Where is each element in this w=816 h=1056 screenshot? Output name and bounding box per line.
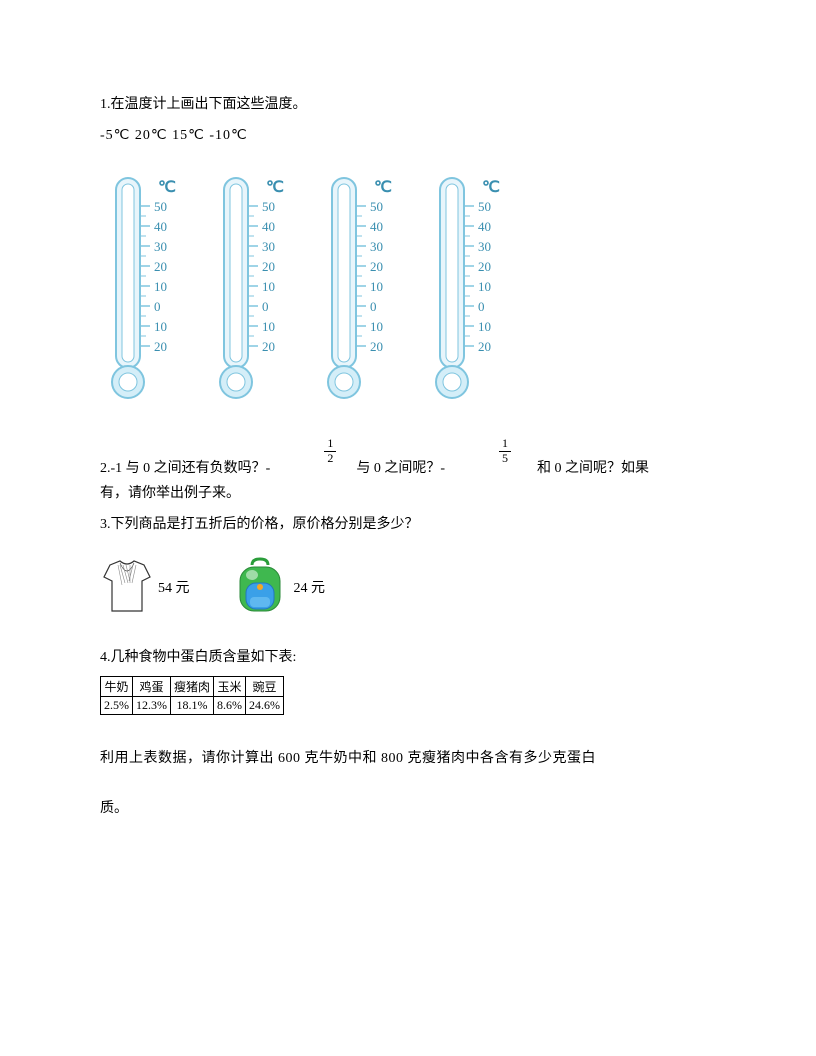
protein-table: 牛奶鸡蛋瘦猪肉玉米豌豆 2.5%12.3%18.1%8.6%24.6% — [100, 676, 284, 715]
table-value-cell: 18.1% — [171, 697, 214, 715]
table-header-cell: 牛奶 — [101, 677, 133, 697]
svg-text:0: 0 — [370, 299, 377, 314]
q1-text: 1.在温度计上画出下面这些温度。 — [100, 92, 716, 117]
q2-line1: 2.-1 与 0 之间还有负数吗？- 1 2 与 0 之间呢？- 1 5 和 0… — [100, 449, 716, 476]
svg-text:0: 0 — [154, 299, 161, 314]
svg-text:20: 20 — [478, 339, 491, 354]
q2-pre: 2.-1 与 0 之间还有负数吗？- — [100, 457, 270, 477]
svg-text:10: 10 — [478, 279, 491, 294]
shirt-icon — [100, 559, 154, 615]
svg-text:50: 50 — [370, 199, 383, 214]
q4-body-line1: 利用上表数据，请你计算出 600 克牛奶中和 800 克瘦猪肉中各含有多少克蛋白 — [100, 739, 716, 778]
svg-text:10: 10 — [370, 319, 383, 334]
frac2-num: 1 — [499, 437, 511, 451]
svg-text:10: 10 — [262, 319, 275, 334]
thermometer: ℃ 50 40 30 20 10 0 10 20 — [316, 172, 404, 409]
frac1-num: 1 — [324, 437, 336, 451]
thermometer-row: ℃ 50 40 30 20 10 0 10 20 ℃ 50 40 30 20 10 0 10 20 ℃ 50 40 30 2… — [100, 172, 716, 409]
q2-mid1: 与 0 之间呢？- — [356, 457, 445, 477]
svg-text:40: 40 — [478, 219, 491, 234]
svg-text:20: 20 — [262, 259, 275, 274]
svg-text:30: 30 — [478, 239, 491, 254]
svg-text:20: 20 — [370, 339, 383, 354]
table-header-cell: 豌豆 — [246, 677, 284, 697]
svg-text:50: 50 — [154, 199, 167, 214]
svg-text:℃: ℃ — [158, 179, 176, 196]
svg-text:40: 40 — [370, 219, 383, 234]
fraction-1-2: 1 2 — [324, 437, 336, 464]
q1-temperatures: -5℃ 20℃ 15℃ -10℃ — [100, 123, 716, 148]
product-row: 54 元 24 元 — [100, 557, 716, 617]
svg-text:10: 10 — [154, 279, 167, 294]
svg-text:30: 30 — [370, 239, 383, 254]
backpack-icon — [230, 557, 290, 617]
svg-text:℃: ℃ — [482, 179, 500, 196]
svg-text:20: 20 — [370, 259, 383, 274]
product-shirt: 54 元 — [100, 559, 190, 615]
svg-text:10: 10 — [262, 279, 275, 294]
table-row: 牛奶鸡蛋瘦猪肉玉米豌豆 — [101, 677, 284, 697]
q4-title: 4.几种食物中蛋白质含量如下表: — [100, 645, 716, 670]
svg-text:℃: ℃ — [266, 179, 284, 196]
q2-mid2: 和 0 之间呢？如果 — [537, 457, 649, 477]
svg-text:0: 0 — [262, 299, 269, 314]
table-value-cell: 12.3% — [133, 697, 171, 715]
svg-text:30: 30 — [262, 239, 275, 254]
bag-price: 24 元 — [294, 577, 326, 597]
svg-text:0: 0 — [478, 299, 485, 314]
svg-text:20: 20 — [154, 339, 167, 354]
svg-text:10: 10 — [154, 319, 167, 334]
thermometer: ℃ 50 40 30 20 10 0 10 20 — [424, 172, 512, 409]
q4-body-line2: 质。 — [100, 789, 716, 828]
fraction-1-5: 1 5 — [499, 437, 511, 464]
svg-text:20: 20 — [478, 259, 491, 274]
svg-text:50: 50 — [478, 199, 491, 214]
svg-text:30: 30 — [154, 239, 167, 254]
table-row: 2.5%12.3%18.1%8.6%24.6% — [101, 697, 284, 715]
svg-text:40: 40 — [262, 219, 275, 234]
svg-text:10: 10 — [478, 319, 491, 334]
q3-text: 3.下列商品是打五折后的价格，原价格分别是多少？ — [100, 512, 716, 537]
svg-text:20: 20 — [154, 259, 167, 274]
table-header-cell: 玉米 — [214, 677, 246, 697]
frac1-den: 2 — [324, 452, 336, 465]
svg-text:20: 20 — [262, 339, 275, 354]
thermometer: ℃ 50 40 30 20 10 0 10 20 — [100, 172, 188, 409]
thermometer: ℃ 50 40 30 20 10 0 10 20 — [208, 172, 296, 409]
svg-text:50: 50 — [262, 199, 275, 214]
table-value-cell: 24.6% — [246, 697, 284, 715]
table-header-cell: 鸡蛋 — [133, 677, 171, 697]
table-value-cell: 2.5% — [101, 697, 133, 715]
frac2-den: 5 — [499, 452, 511, 465]
svg-text:℃: ℃ — [374, 179, 392, 196]
table-header-cell: 瘦猪肉 — [171, 677, 214, 697]
shirt-price: 54 元 — [158, 577, 190, 597]
q2-line2: 有，请你举出例子来。 — [100, 481, 716, 506]
product-bag: 24 元 — [230, 557, 326, 617]
svg-text:40: 40 — [154, 219, 167, 234]
svg-text:10: 10 — [370, 279, 383, 294]
table-value-cell: 8.6% — [214, 697, 246, 715]
